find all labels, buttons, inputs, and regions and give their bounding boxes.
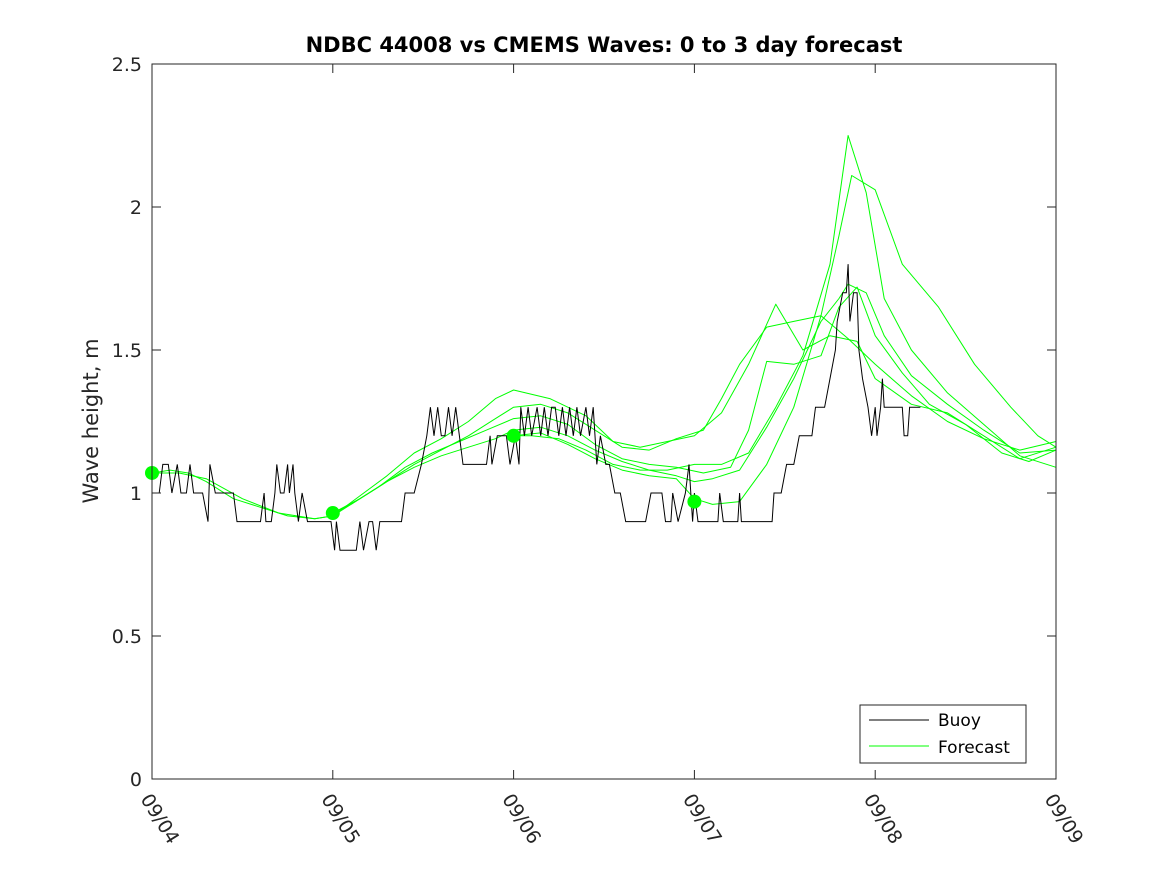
x-tick-label: 09/04 — [136, 790, 184, 848]
markers-layer — [145, 428, 702, 521]
forecast-line-4 — [332, 283, 1057, 514]
legend-label-forecast: Forecast — [938, 738, 1010, 758]
forecast-line-2 — [152, 303, 1057, 520]
x-tick-label: 09/07 — [678, 790, 726, 848]
x-tick-label: 09/08 — [859, 790, 907, 848]
legend-box — [859, 704, 1027, 764]
y-tick-label: 2.5 — [112, 54, 142, 76]
y-tick-label: 0 — [130, 769, 142, 791]
y-tick-label: 0.5 — [112, 626, 142, 648]
y-axis-label: Wave height, m — [79, 338, 103, 503]
forecast-line-5 — [513, 135, 1057, 471]
buoy-line — [152, 264, 921, 551]
y-tick-label: 1.5 — [112, 340, 142, 362]
x-tick-label: 09/09 — [1040, 790, 1088, 848]
chart-title: NDBC 44008 vs CMEMS Waves: 0 to 3 day fo… — [306, 33, 903, 57]
forecast-start-marker-3 — [506, 428, 521, 443]
legend: Buoy Forecast — [859, 704, 1027, 764]
forecast-start-marker-2 — [325, 506, 340, 521]
forecast-line-3 — [332, 286, 1057, 514]
plot-frame — [151, 63, 1057, 780]
y-tick-label: 2 — [130, 197, 142, 219]
y-tick-label: 1 — [130, 483, 142, 505]
legend-label-buoy: Buoy — [938, 711, 981, 731]
lines-layer — [151, 135, 1057, 551]
forecast-start-marker-4 — [687, 494, 702, 509]
x-tick-label: 09/05 — [317, 790, 365, 848]
plot-area — [152, 64, 1056, 779]
x-tick-label: 09/06 — [497, 790, 545, 848]
